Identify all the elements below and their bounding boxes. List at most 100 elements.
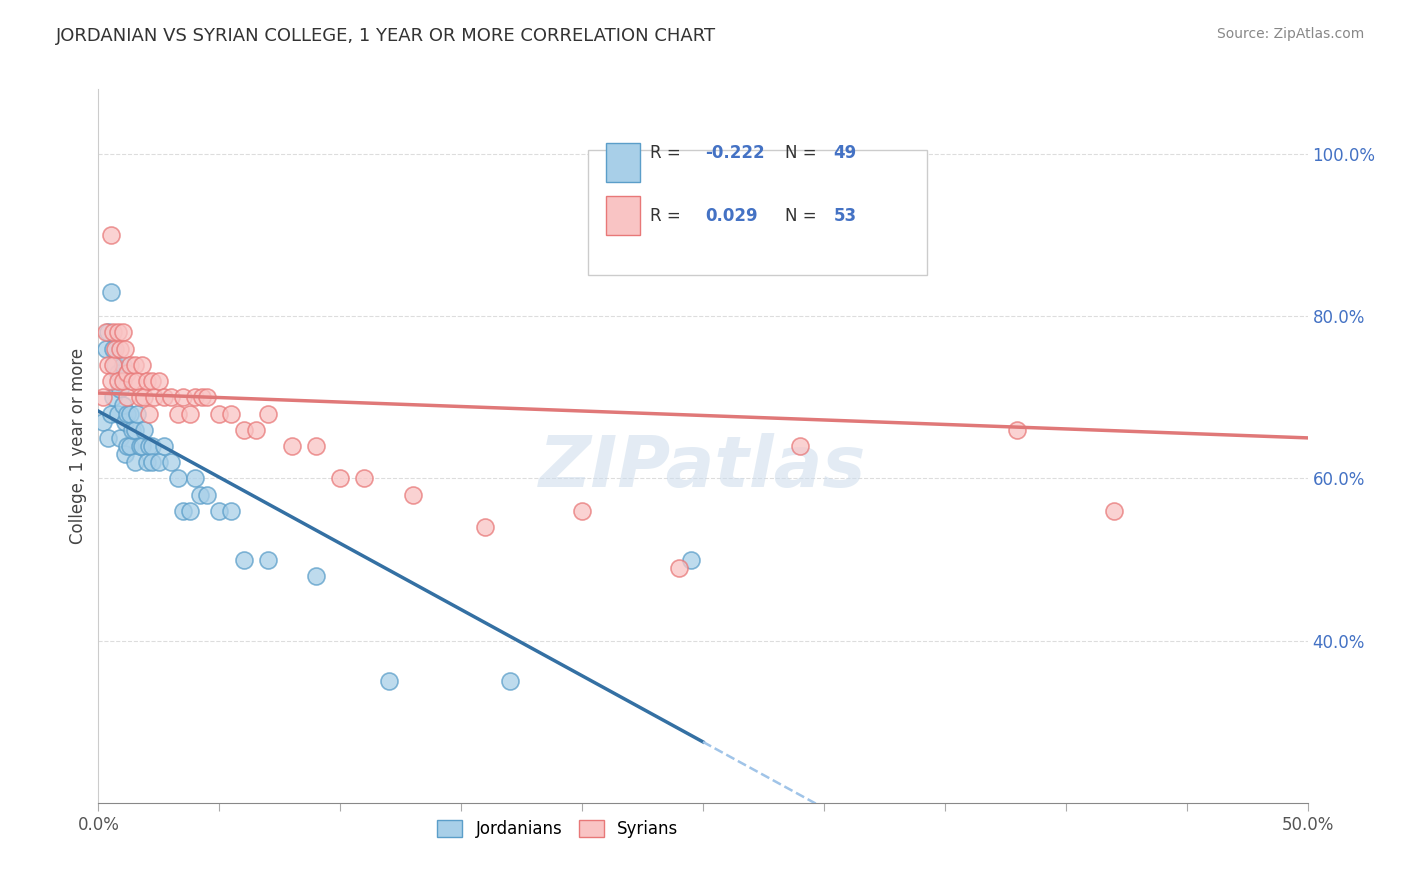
Point	[97, 358, 120, 372]
Point	[134, 390, 156, 404]
Point	[117, 407, 139, 421]
Point	[195, 488, 218, 502]
Point	[172, 504, 194, 518]
Point	[789, 439, 811, 453]
Point	[329, 471, 352, 485]
Text: R =: R =	[650, 145, 681, 162]
Point	[101, 342, 124, 356]
Point	[118, 407, 141, 421]
Point	[281, 439, 304, 453]
Point	[167, 407, 190, 421]
Text: 0.029: 0.029	[706, 207, 758, 225]
Text: N =: N =	[785, 145, 817, 162]
Point	[91, 415, 114, 429]
Point	[152, 390, 174, 404]
Point	[184, 471, 207, 485]
Point	[143, 390, 166, 404]
Legend: Jordanians, Syrians: Jordanians, Syrians	[430, 813, 685, 845]
Point	[498, 674, 520, 689]
Point	[111, 326, 134, 340]
Text: N =: N =	[785, 207, 817, 225]
Point	[128, 390, 150, 404]
Point	[256, 552, 278, 566]
Point	[305, 439, 328, 453]
Point	[124, 423, 146, 437]
Point	[474, 520, 496, 534]
Point	[402, 488, 425, 502]
Bar	[606, 143, 640, 182]
Text: 53: 53	[834, 207, 856, 225]
Point	[160, 455, 183, 469]
Point	[104, 342, 127, 356]
Point	[107, 326, 129, 340]
Point	[117, 390, 139, 404]
Point	[101, 326, 124, 340]
Point	[571, 504, 593, 518]
Text: R =: R =	[650, 207, 681, 225]
Point	[91, 390, 114, 404]
Point	[111, 358, 134, 372]
Point	[221, 504, 243, 518]
Point	[152, 439, 174, 453]
Text: -0.222: -0.222	[706, 145, 765, 162]
Point	[141, 374, 163, 388]
Point	[245, 423, 267, 437]
Text: JORDANIAN VS SYRIAN COLLEGE, 1 YEAR OR MORE CORRELATION CHART: JORDANIAN VS SYRIAN COLLEGE, 1 YEAR OR M…	[56, 27, 717, 45]
Point	[100, 228, 122, 243]
Point	[114, 342, 136, 356]
Point	[353, 471, 375, 485]
Point	[160, 390, 183, 404]
Point	[107, 366, 129, 380]
Point	[121, 374, 143, 388]
Point	[256, 407, 278, 421]
Point	[107, 407, 129, 421]
Point	[124, 358, 146, 372]
Point	[377, 674, 399, 689]
Point	[97, 326, 120, 340]
Point	[114, 415, 136, 429]
Point	[94, 326, 117, 340]
Point	[184, 390, 207, 404]
Point	[141, 455, 163, 469]
Point	[668, 560, 690, 574]
Point	[1007, 423, 1029, 437]
Text: 49: 49	[834, 145, 856, 162]
Point	[131, 358, 153, 372]
Point	[100, 285, 122, 299]
Point	[167, 471, 190, 485]
Point	[172, 390, 194, 404]
Point	[208, 407, 231, 421]
Point	[108, 342, 131, 356]
Point	[104, 358, 127, 372]
Point	[138, 439, 160, 453]
Point	[128, 439, 150, 453]
Point	[191, 390, 214, 404]
Point	[124, 455, 146, 469]
FancyBboxPatch shape	[588, 150, 927, 275]
Text: ZIPatlas: ZIPatlas	[540, 433, 866, 502]
Point	[305, 568, 328, 582]
Point	[141, 439, 163, 453]
Point	[117, 439, 139, 453]
Point	[117, 366, 139, 380]
Text: Source: ZipAtlas.com: Source: ZipAtlas.com	[1216, 27, 1364, 41]
Point	[232, 552, 254, 566]
Point	[97, 431, 120, 445]
Point	[111, 374, 134, 388]
Point	[108, 382, 131, 396]
Point	[108, 431, 131, 445]
Point	[138, 407, 160, 421]
Point	[135, 374, 157, 388]
Point	[134, 423, 156, 437]
Point	[208, 504, 231, 518]
Point	[101, 358, 124, 372]
Point	[679, 552, 702, 566]
Point	[188, 488, 211, 502]
Bar	[606, 196, 640, 235]
Point	[111, 399, 134, 413]
Point	[179, 504, 201, 518]
Point	[101, 390, 124, 404]
Point	[179, 407, 201, 421]
Point	[1102, 504, 1125, 518]
Point	[127, 407, 149, 421]
